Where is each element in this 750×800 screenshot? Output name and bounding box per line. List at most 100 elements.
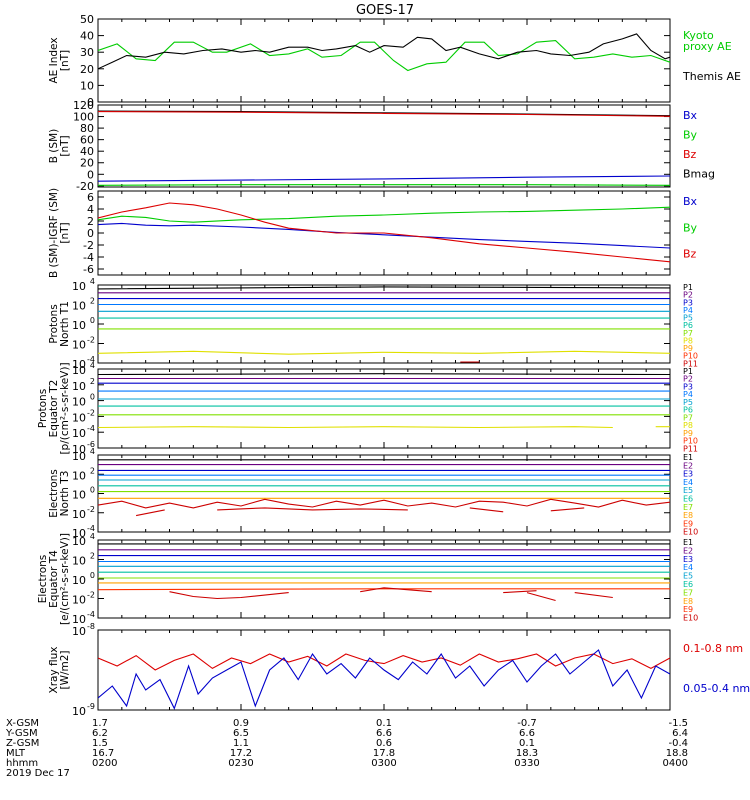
y-tick-exponent: 2 bbox=[90, 466, 95, 475]
legend-label: Bx bbox=[683, 109, 698, 122]
footer-value: 17.8 bbox=[373, 748, 395, 759]
legend-label: P8 bbox=[683, 336, 693, 345]
y-tick-exponent: -4 bbox=[87, 355, 95, 364]
y-tick-exponent: 2 bbox=[90, 297, 95, 306]
series-bz bbox=[98, 202, 670, 263]
legend-label: E8 bbox=[683, 597, 693, 606]
legend-label: P10 bbox=[683, 437, 698, 446]
y-tick-label: 10 bbox=[72, 450, 86, 463]
legend-label: E2 bbox=[683, 461, 693, 470]
legend-label: E5 bbox=[683, 486, 693, 495]
y-axis-label: [nT] bbox=[59, 135, 71, 156]
y-tick-label: 10 bbox=[72, 396, 86, 409]
legend-label: P9 bbox=[683, 429, 693, 438]
series-0-1-0-8-nm bbox=[98, 653, 670, 671]
y-axis-label: Electrons bbox=[48, 469, 60, 518]
footer-value: 16.7 bbox=[92, 748, 114, 759]
y-axis-label: B (SM)-IGRF (SM) bbox=[48, 188, 60, 278]
y-tick-label: 10 bbox=[80, 79, 94, 92]
y-tick-label: 60 bbox=[80, 134, 94, 147]
y-tick-label: 10 bbox=[72, 625, 86, 638]
footer-value: 18.8 bbox=[666, 748, 688, 759]
y-axis-label: Protons bbox=[48, 304, 60, 343]
legend-label: Bz bbox=[683, 148, 697, 161]
y-tick-label: 10 bbox=[72, 574, 86, 587]
legend-label: P3 bbox=[683, 298, 693, 307]
legend-label: P7 bbox=[683, 329, 693, 338]
y-axis-label: Protons bbox=[37, 389, 49, 428]
y-tick-exponent: -4 bbox=[87, 424, 95, 433]
y-axis-label: Equator T4 bbox=[48, 550, 60, 608]
y-tick-exponent: 0 bbox=[90, 486, 95, 495]
y-axis-label: North T3 bbox=[59, 471, 71, 517]
y-axis-label: [W/m2] bbox=[59, 650, 71, 689]
legend-label: Bz bbox=[683, 248, 697, 261]
footer-date: 2019 Dec 17 bbox=[6, 768, 70, 779]
legend-label: E8 bbox=[683, 511, 693, 520]
y-axis-label: [nT] bbox=[59, 50, 71, 71]
series-p1 bbox=[98, 286, 670, 290]
y-axis-label: [nT] bbox=[59, 222, 71, 243]
series-bz bbox=[98, 111, 670, 117]
legend-label: E10 bbox=[683, 614, 698, 623]
y-tick-label: -6 bbox=[83, 263, 94, 276]
series-by bbox=[98, 206, 670, 223]
series-bx bbox=[98, 175, 670, 182]
legend-label: P4 bbox=[683, 390, 693, 399]
legend-label: P11 bbox=[683, 444, 698, 453]
y-tick-label: 100 bbox=[73, 111, 94, 124]
footer-row-label: MLT bbox=[6, 748, 26, 759]
y-tick-label: -2 bbox=[83, 239, 94, 252]
footer-value: 0200 bbox=[92, 758, 117, 769]
legend-label: P9 bbox=[683, 344, 693, 353]
footer-value: -1.5 bbox=[668, 718, 688, 729]
y-tick-label: 10 bbox=[72, 427, 86, 440]
legend-label: E10 bbox=[683, 528, 698, 537]
y-tick-label: 10 bbox=[72, 705, 86, 718]
legend-label: E9 bbox=[683, 519, 693, 528]
y-tick-label: 10 bbox=[72, 339, 86, 352]
y-axis-label: [p/(cm²-s-sr-keV)] bbox=[59, 362, 71, 454]
series-e10e bbox=[574, 592, 613, 599]
y-tick-exponent: -2 bbox=[87, 408, 95, 417]
legend-label: E6 bbox=[683, 495, 693, 504]
legend-label: P7 bbox=[683, 413, 693, 422]
y-tick-label: 10 bbox=[72, 411, 86, 424]
y-tick-exponent: 4 bbox=[90, 277, 95, 286]
y-tick-exponent: -2 bbox=[87, 591, 95, 600]
footer-value: 0.6 bbox=[376, 738, 392, 749]
footer-value: 0330 bbox=[514, 758, 539, 769]
footer-value: -0.7 bbox=[517, 718, 537, 729]
y-tick-label: 10 bbox=[72, 527, 86, 540]
legend-label: P2 bbox=[683, 291, 693, 300]
legend-label: 0.05-0.4 nm bbox=[683, 682, 750, 695]
footer-row-label: Z-GSM bbox=[6, 738, 39, 749]
y-axis-label: B (SM) bbox=[48, 129, 60, 163]
y-axis-label: [e/(cm²-s-sr-keV)] bbox=[59, 533, 71, 625]
y-tick-exponent: -9 bbox=[87, 702, 95, 711]
y-tick-label: 20 bbox=[80, 63, 94, 76]
footer-row-label: hhmm bbox=[6, 758, 38, 769]
y-tick-exponent: 2 bbox=[90, 377, 95, 386]
y-axis-label: North T1 bbox=[59, 301, 71, 347]
footer-value: 6.2 bbox=[92, 728, 108, 739]
legend-label: By bbox=[683, 129, 698, 142]
y-tick-exponent: -2 bbox=[87, 336, 95, 345]
footer-row-label: X-GSM bbox=[6, 718, 39, 729]
footer-ephemeris: X-GSM 1.7 0.9 0.1 -0.7 -1.5 Y-GSM 6.2 6.5 6.6 6.6 6… bbox=[5, 718, 688, 779]
y-tick-label: 10 bbox=[72, 489, 86, 502]
legend-label: 0.1-0.8 nm bbox=[683, 642, 743, 655]
plot-frame bbox=[97, 454, 671, 533]
series-e10c bbox=[503, 590, 537, 594]
y-tick-label: 10 bbox=[72, 594, 86, 607]
y-tick-label: 40 bbox=[80, 30, 94, 43]
legend-label: E7 bbox=[683, 503, 693, 512]
plot-frame bbox=[97, 18, 671, 103]
legend-label: E2 bbox=[683, 546, 693, 555]
